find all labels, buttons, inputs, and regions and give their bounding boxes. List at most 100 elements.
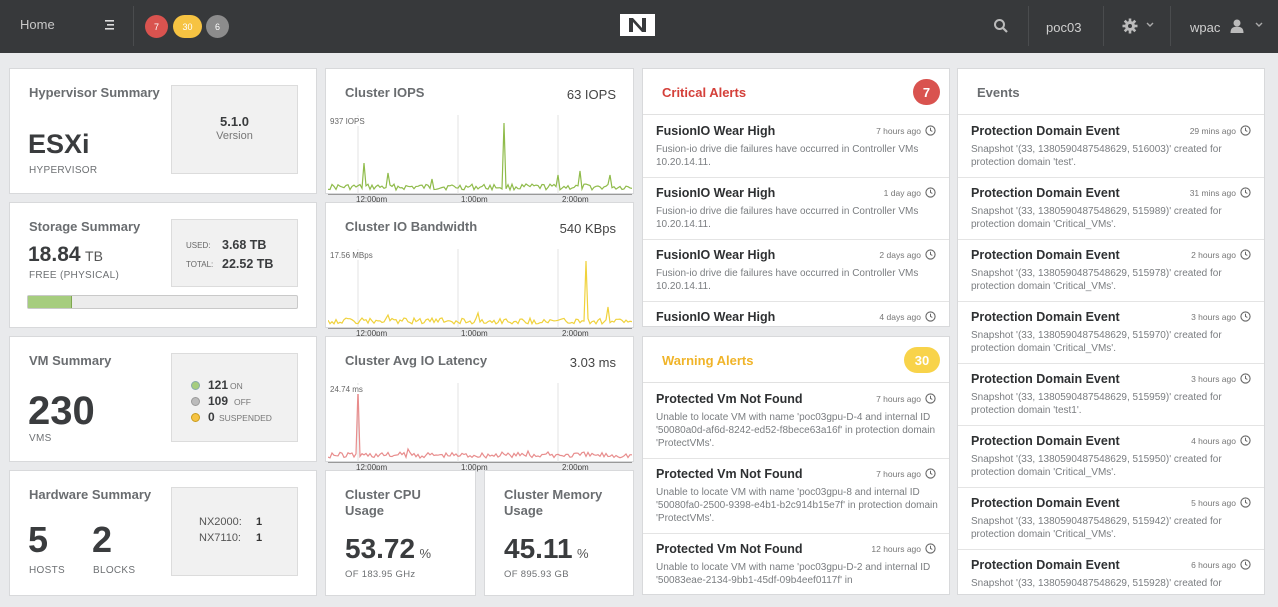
nutanix-logo[interactable] [620,14,655,36]
event-item[interactable]: Protection Domain Event 29 mins ago Snapsh… [958,116,1264,178]
cluster-name[interactable]: poc03 [1046,20,1082,35]
alert-item[interactable]: FusionIO Wear High 7 hours ago Fusion-io… [643,116,949,178]
event-title: Protection Domain Event [971,124,1120,138]
alert-item[interactable]: Protected Vm Not Found 7 hours ago Unabl… [643,459,949,534]
series-line [328,122,632,192]
menu-icon[interactable] [102,20,114,30]
user-name[interactable]: wpac [1190,20,1221,35]
warning-count-badge[interactable]: 30 [173,15,202,38]
critical-alerts-title[interactable]: Critical Alerts [662,85,747,100]
event-description: Snapshot '(33, 1380590487548629, 515959)… [971,392,1222,416]
event-title: Protection Domain Event [971,496,1120,510]
card-title: Cluster Memory Usage [504,487,602,519]
cluster-iops-card[interactable]: Cluster IOPS 63 IOPS 937 IOPS 12:00pm 1:… [325,68,634,204]
gear-icon[interactable] [1122,18,1138,34]
warning-alerts-header: Warning Alerts 30 [643,337,949,383]
x-tick-label: 2:00pm [562,463,589,472]
cluster-latency-card[interactable]: Cluster Avg IO Latency 3.03 ms 24.74 ms … [325,336,634,472]
clock-icon [925,468,936,479]
event-title: Protection Domain Event [971,558,1120,572]
clock-icon [1240,435,1251,446]
cpu-capacity: OF 183.95 GHz [345,569,416,580]
vm-status-box: 121 ON 109 OFF 0 SUSPENDED [171,353,298,442]
event-title: Protection Domain Event [971,310,1120,324]
x-tick-label: 12:00pm [356,195,388,204]
cluster-memory-card[interactable]: Cluster Memory Usage 45.11 % OF 895.93 G… [484,470,634,596]
critical-count-badge[interactable]: 7 [913,79,940,105]
critical-count-badge[interactable]: 7 [145,15,168,38]
events-title[interactable]: Events [977,85,1020,100]
series-line [328,388,632,460]
event-title: Protection Domain Event [971,248,1120,262]
on-status-dot [191,381,200,390]
alert-title: Protected Vm Not Found [656,392,803,406]
alert-time: 2 days ago [879,250,921,260]
alert-item[interactable]: Protected Vm Not Found 12 hours ago Unab… [643,534,949,594]
info-count-badge[interactable]: 6 [206,15,229,38]
hypervisor-summary-card[interactable]: Hypervisor Summary ESXi HYPERVISOR 5.1.0… [9,68,317,194]
events-header: Events [958,69,1264,115]
event-item[interactable]: Protection Domain Event 3 hours ago Snapsh… [958,302,1264,364]
card-title-line: Cluster Memory [504,487,603,502]
card-title-line: Usage [345,503,385,518]
alert-time: 1 day ago [883,188,921,198]
cluster-bandwidth-card[interactable]: Cluster IO Bandwidth 540 KBps 17.56 MBps… [325,202,634,338]
card-title: Storage Summary [29,219,141,234]
hosts-label: HOSTS [29,565,65,576]
off-status-dot [191,397,200,406]
clock-icon [925,249,936,260]
alert-item[interactable]: FusionIO Wear High 1 day ago Fusion-io d… [643,178,949,240]
event-item[interactable]: Protection Domain Event 5 hours ago Snapsh… [958,488,1264,550]
events-card[interactable]: Events Protection Domain Event 29 mins ag… [957,68,1265,595]
alert-item[interactable]: Protected Vm Not Found 7 hours ago Unabl… [643,384,949,459]
x-tick-label: 12:00pm [356,329,388,338]
search-icon[interactable] [993,18,1009,34]
iops-chart[interactable] [328,115,632,195]
warning-alerts-card[interactable]: Warning Alerts 30 Protected Vm Not Found… [642,336,950,595]
alert-title: FusionIO Wear High [656,310,776,324]
event-item[interactable]: Protection Domain Event 31 mins ago Snapsh… [958,178,1264,240]
vm-summary-card[interactable]: VM Summary 230 VMS 121 ON 109 OFF 0 SUSP… [9,336,317,462]
event-description: Snapshot '(33, 1380590487548629, 515950)… [971,454,1222,478]
version-box: 5.1.0 Version [171,85,298,174]
latency-value: 3.03 ms [569,355,616,370]
chevron-down-icon[interactable] [1255,22,1263,28]
event-item[interactable]: Protection Domain Event 6 hours ago Snapsh… [958,550,1264,594]
card-title-line: Usage [504,503,544,518]
event-item[interactable]: Protection Domain Event 3 hours ago Snapsh… [958,364,1264,426]
storage-summary-card[interactable]: Storage Summary 18.84 TB FREE (PHYSICAL)… [9,202,317,328]
alert-item[interactable]: FusionIO Wear High 4 days ago [643,302,949,326]
cluster-cpu-card[interactable]: Cluster CPU Usage 53.72 % OF 183.95 GHz [325,470,476,596]
hardware-summary-card[interactable]: Hardware Summary 5 HOSTS 2 BLOCKS NX2000… [9,470,317,596]
version-value: 5.1.0 [220,114,249,129]
x-tick-label: 1:00pm [461,463,488,472]
storage-usage-bar [27,295,298,309]
clock-icon [925,187,936,198]
vm-off-value: 109 [208,394,229,408]
warning-count-badge[interactable]: 30 [904,347,940,373]
event-item[interactable]: Protection Domain Event 2 hours ago Snapsh… [958,240,1264,302]
alert-item[interactable]: FusionIO Wear High 2 days ago Fusion-io … [643,240,949,302]
card-title: Cluster CPU Usage [345,487,421,519]
warning-alerts-title[interactable]: Warning Alerts [662,353,754,368]
vm-off-label: OFF [234,397,251,407]
storage-free-unit: TB [85,248,103,264]
card-title: Cluster IO Bandwidth [345,219,478,234]
vm-suspended-label: SUSPENDED [219,413,272,423]
hypervisor-label: HYPERVISOR [29,165,98,176]
chevron-down-icon[interactable] [1146,22,1154,28]
latency-chart[interactable] [328,383,632,463]
iops-max-label: 937 IOPS [330,117,365,126]
alert-time: 7 hours ago [876,394,921,404]
divider [1170,6,1171,46]
critical-alerts-card[interactable]: Critical Alerts 7 FusionIO Wear High 7 h… [642,68,950,327]
series-line [328,260,632,326]
user-icon[interactable] [1229,18,1245,34]
used-label: USED: [186,241,211,250]
cpu-usage-value: 53.72 [345,533,416,564]
alert-time: 7 hours ago [876,469,921,479]
bandwidth-chart[interactable] [328,249,632,329]
alert-description: Fusion-io drive die failures have occurr… [656,206,919,230]
home-link[interactable]: Home [20,17,55,32]
event-item[interactable]: Protection Domain Event 4 hours ago Snapsh… [958,426,1264,488]
